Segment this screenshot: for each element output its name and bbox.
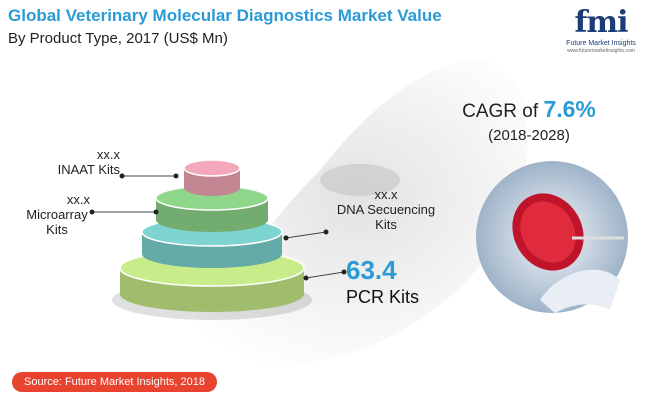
connector-microarray-dot [153, 209, 159, 215]
label-dna: xx.x DNA Secuencing Kits [326, 187, 446, 232]
fmi-logo: fmi Future Market Insights www.futuremar… [556, 8, 646, 68]
name-inaat: INAAT Kits [57, 162, 120, 177]
value-dna: xx.x [374, 187, 398, 202]
name-dna: DNA Secuencing Kits [336, 202, 436, 232]
connector-microarray-end [89, 209, 95, 215]
connector-pcr-end [341, 269, 347, 275]
tier-microarray-kits [155, 185, 269, 232]
connector-inaat-end [119, 173, 125, 179]
logo-mark: fmi [574, 5, 628, 40]
value-microarray: xx.x [66, 192, 90, 207]
label-inaat: xx.x INAAT Kits [40, 147, 120, 177]
value-pcr: 63.4 [346, 255, 397, 285]
connector-pcr-dot [303, 275, 309, 281]
connector-dna-end [323, 229, 329, 235]
cagr-callout: CAGR of 7.6% (2018-2028) [444, 96, 614, 144]
name-microarray: Microarray Kits [26, 207, 88, 237]
source-badge: Source: Future Market Insights, 2018 [12, 372, 217, 392]
logo-name: Future Market Insights [566, 40, 636, 47]
label-microarray: xx.x Microarray Kits [10, 192, 90, 237]
page-subtitle: By Product Type, 2017 (US$ Mn) [8, 30, 228, 47]
cagr-value: 7.6% [543, 96, 596, 122]
connector-dna [285, 231, 327, 239]
connector-inaat-dot [173, 173, 179, 179]
connector-dna-dot [283, 235, 289, 241]
tier-inaat-kits [183, 159, 241, 196]
logo-url: www.futuremarketinsights.com [567, 48, 635, 54]
value-inaat: xx.x [96, 147, 120, 162]
name-pcr: PCR Kits [346, 287, 420, 307]
cagr-period: (2018-2028) [488, 127, 570, 144]
page-title: Global Veterinary Molecular Diagnostics … [8, 6, 442, 25]
petri-dish-photo [476, 161, 628, 313]
cagr-prefix: CAGR of [462, 101, 544, 122]
connector-pcr [305, 271, 345, 279]
